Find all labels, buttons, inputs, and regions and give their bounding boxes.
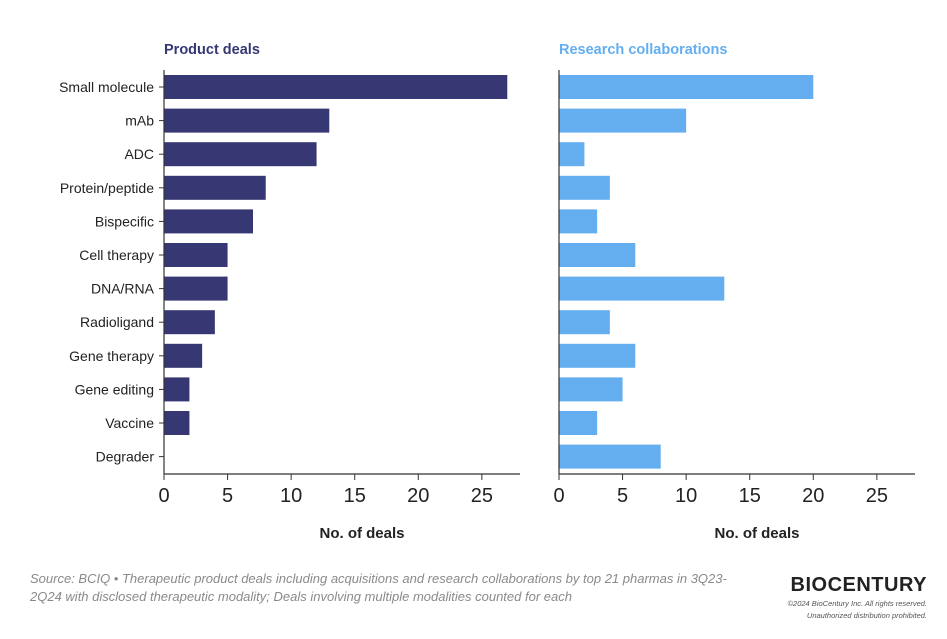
x-tick-label: 10 bbox=[675, 485, 697, 507]
x-tick-label: 5 bbox=[617, 485, 628, 507]
bar-dna-rna bbox=[164, 276, 228, 301]
bar-charts-svg: Product deals Small molecule mAb ADC Protein… bbox=[59, 42, 915, 542]
bar-adc bbox=[164, 142, 317, 167]
category-label: Small molecule bbox=[59, 79, 154, 95]
bar-degrader bbox=[559, 444, 661, 469]
panel-title: Product deals bbox=[164, 42, 260, 58]
category-label: mAb bbox=[125, 113, 154, 129]
x-tick-label: 25 bbox=[471, 485, 493, 507]
bar-protein-peptide bbox=[164, 175, 266, 200]
x-tick-label: 20 bbox=[407, 485, 429, 507]
bar-gene-therapy bbox=[559, 343, 636, 368]
bar-adc bbox=[559, 142, 585, 167]
bar-vaccine bbox=[559, 411, 598, 435]
bar-mab bbox=[164, 108, 330, 133]
bar-gene-editing bbox=[164, 377, 190, 402]
chart-area: Product deals Small molecule mAb ADC Protein… bbox=[59, 42, 915, 542]
category-label: ADC bbox=[124, 146, 154, 162]
bar-radioligand bbox=[559, 310, 610, 335]
bar-dna-rna bbox=[559, 276, 725, 301]
x-tick-label: 15 bbox=[344, 485, 366, 507]
x-tick-label: 5 bbox=[222, 485, 233, 507]
bar-bispecific bbox=[164, 209, 253, 234]
x-tick-label: 15 bbox=[739, 485, 761, 507]
bar-protein-peptide bbox=[559, 175, 610, 200]
category-label: Bispecific bbox=[95, 213, 154, 229]
bar-gene-therapy bbox=[164, 343, 203, 368]
bar-cell-therapy bbox=[559, 243, 636, 267]
x-tick-label: 10 bbox=[280, 485, 302, 507]
x-tick-label: 25 bbox=[866, 485, 888, 507]
category-label: Degrader bbox=[96, 449, 155, 465]
panel-title: Research collaborations bbox=[559, 42, 727, 58]
category-label: Gene editing bbox=[75, 381, 154, 397]
bar-mab bbox=[559, 108, 687, 133]
x-axis-label: No. of deals bbox=[319, 525, 404, 542]
category-label: Protein/peptide bbox=[60, 180, 154, 196]
bar-bispecific bbox=[559, 209, 598, 234]
category-label: Gene therapy bbox=[69, 348, 154, 364]
copyright-note: ©2024 BioCentury Inc. All rights reserve… bbox=[787, 599, 927, 608]
bar-small-molecule bbox=[164, 75, 508, 99]
distribution-note: Unauthorized distribution prohibited. bbox=[806, 611, 927, 620]
x-tick-label: 0 bbox=[158, 485, 169, 507]
category-label: DNA/RNA bbox=[91, 281, 155, 297]
source-note: Source: BCIQ • Therapeutic product deals… bbox=[30, 571, 727, 604]
x-tick-label: 20 bbox=[802, 485, 824, 507]
x-axis-label: No. of deals bbox=[714, 525, 799, 542]
bar-vaccine bbox=[164, 411, 190, 435]
category-label: Vaccine bbox=[105, 415, 154, 431]
bar-radioligand bbox=[164, 310, 215, 335]
bar-small-molecule bbox=[559, 75, 814, 99]
brand-logo: BIOCENTURY bbox=[790, 574, 927, 596]
x-tick-label: 0 bbox=[553, 485, 564, 507]
bar-cell-therapy bbox=[164, 243, 228, 267]
category-label: Radioligand bbox=[80, 314, 154, 330]
bar-gene-editing bbox=[559, 377, 623, 402]
category-label: Cell therapy bbox=[79, 247, 154, 263]
brand-block: BIOCENTURY ©2024 BioCentury Inc. All rig… bbox=[727, 574, 927, 620]
